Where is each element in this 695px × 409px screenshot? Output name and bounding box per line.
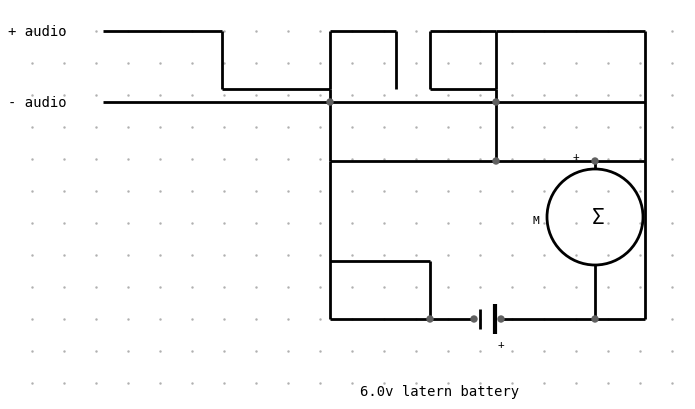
Text: 6.0v latern battery: 6.0v latern battery [361, 384, 520, 398]
Circle shape [493, 100, 499, 106]
Circle shape [592, 316, 598, 322]
Circle shape [427, 316, 433, 322]
Circle shape [327, 100, 333, 106]
Text: Σ: Σ [591, 207, 605, 227]
Circle shape [471, 316, 477, 322]
Text: + audio: + audio [8, 25, 67, 39]
Circle shape [592, 159, 598, 164]
Text: +: + [573, 152, 580, 162]
Circle shape [493, 159, 499, 164]
Circle shape [498, 316, 504, 322]
Text: M: M [532, 216, 539, 225]
Text: - audio: - audio [8, 96, 67, 110]
Text: +: + [498, 339, 505, 349]
